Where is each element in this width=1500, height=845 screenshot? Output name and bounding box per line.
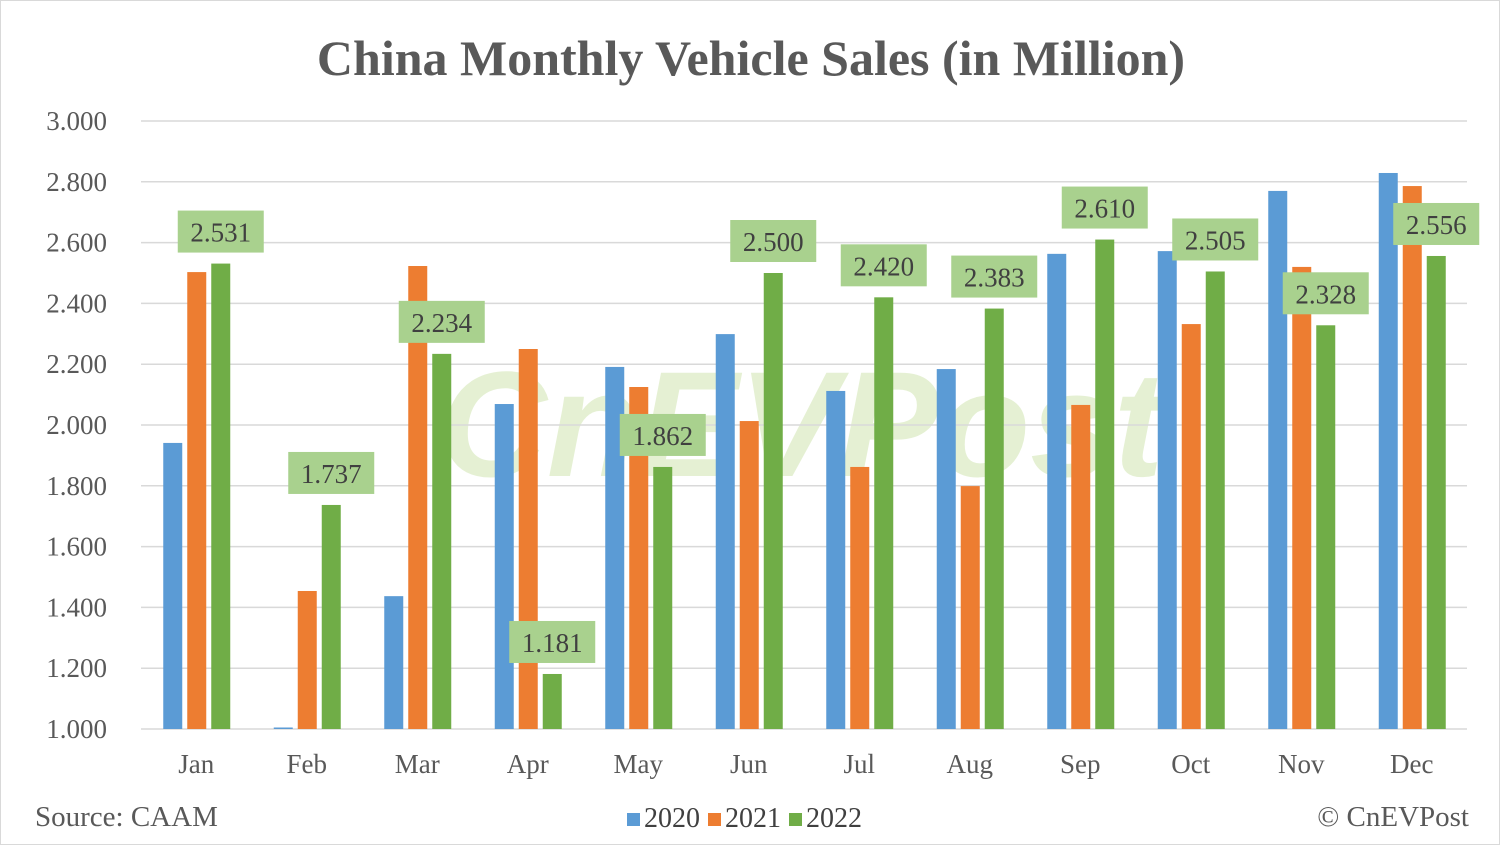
data-label: 2.420 bbox=[853, 251, 914, 281]
data-label-box bbox=[398, 300, 485, 343]
bar-2022-Apr bbox=[542, 673, 562, 729]
data-label-box bbox=[1172, 218, 1259, 261]
bar-2022-May bbox=[653, 466, 673, 729]
x-tick-label: May bbox=[614, 749, 664, 779]
data-label: 2.556 bbox=[1406, 210, 1467, 240]
data-label: 1.737 bbox=[301, 459, 362, 489]
data-label-box bbox=[1393, 202, 1480, 245]
bar-2022-Mar bbox=[432, 353, 452, 729]
legend-item-2021: 2021 bbox=[708, 803, 781, 835]
y-tick-label: 2.200 bbox=[46, 349, 107, 379]
bar-2020-Jul bbox=[826, 390, 846, 729]
data-label: 2.328 bbox=[1295, 279, 1356, 309]
bar-2020-Aug bbox=[936, 369, 956, 729]
bar-2020-Mar bbox=[384, 596, 404, 729]
legend-swatch bbox=[627, 812, 640, 826]
data-label: 1.862 bbox=[632, 421, 693, 451]
bar-2021-Feb bbox=[297, 590, 317, 729]
bar-2020-Dec bbox=[1378, 172, 1398, 729]
x-tick-label: Aug bbox=[947, 749, 994, 779]
bar-2022-Feb bbox=[321, 504, 341, 729]
x-tick-label: Nov bbox=[1278, 749, 1325, 779]
data-label: 1.181 bbox=[522, 628, 583, 658]
data-label-box bbox=[509, 620, 596, 663]
chart-title: China Monthly Vehicle Sales (in Million) bbox=[316, 30, 1186, 86]
bar-2022-Dec bbox=[1426, 255, 1446, 729]
data-label-box bbox=[840, 244, 927, 287]
legend: 2020 2021 2022 bbox=[627, 803, 862, 835]
legend-label: 2022 bbox=[806, 803, 862, 834]
legend-item-2022: 2022 bbox=[789, 803, 862, 835]
legend-swatch bbox=[789, 812, 802, 826]
data-label-box bbox=[730, 220, 817, 262]
bar-2021-Dec bbox=[1402, 186, 1422, 729]
y-tick-label: 2.000 bbox=[46, 410, 107, 440]
bar-2021-May bbox=[629, 387, 649, 729]
y-tick-label: 2.600 bbox=[46, 228, 107, 258]
bar-2020-Feb bbox=[273, 727, 293, 729]
legend-swatch bbox=[708, 812, 721, 826]
bar-2021-Mar bbox=[408, 266, 428, 729]
data-label-box bbox=[951, 255, 1038, 298]
data-label-box bbox=[619, 413, 706, 456]
y-tick-label: 3.000 bbox=[46, 106, 107, 136]
bar-2021-Oct bbox=[1181, 324, 1201, 729]
data-label: 2.234 bbox=[411, 308, 472, 338]
data-label-box bbox=[1061, 186, 1148, 229]
x-tick-label: Feb bbox=[287, 749, 328, 779]
bar-2022-Oct bbox=[1205, 271, 1225, 729]
data-label: 2.500 bbox=[743, 227, 804, 257]
data-label: 2.531 bbox=[190, 218, 251, 248]
x-tick-label: Mar bbox=[395, 749, 440, 779]
bar-2021-Jul bbox=[850, 466, 870, 729]
x-tick-label: Jun bbox=[730, 749, 768, 779]
bar-2022-Jan bbox=[211, 263, 231, 729]
bar-2020-Jun bbox=[715, 334, 735, 729]
data-label-box bbox=[177, 210, 264, 253]
x-tick-label: Apr bbox=[507, 749, 549, 779]
data-label-box bbox=[288, 451, 375, 494]
x-tick-label: Jul bbox=[843, 749, 875, 779]
bar-2022-Nov bbox=[1316, 325, 1336, 729]
data-label: 2.505 bbox=[1185, 225, 1246, 255]
bar-2020-Oct bbox=[1157, 251, 1177, 729]
legend-item-2020: 2020 bbox=[627, 803, 700, 835]
legend-label: 2020 bbox=[644, 803, 700, 834]
bar-2020-Sep bbox=[1047, 253, 1067, 729]
y-tick-label: 1.200 bbox=[46, 653, 107, 683]
source-note: Source: CAAM bbox=[35, 801, 218, 833]
bar-2020-May bbox=[605, 366, 625, 729]
x-tick-label: Dec bbox=[1390, 749, 1433, 779]
y-tick-label: 1.800 bbox=[46, 471, 107, 501]
x-tick-label: Sep bbox=[1060, 749, 1101, 779]
data-label-box bbox=[1282, 272, 1369, 315]
data-label: 2.610 bbox=[1074, 194, 1135, 224]
bar-2022-Aug bbox=[984, 308, 1004, 729]
bar-2021-Nov bbox=[1292, 266, 1312, 729]
y-tick-label: 2.800 bbox=[46, 167, 107, 197]
bar-2022-Jun bbox=[763, 273, 783, 729]
bar-2021-Apr bbox=[518, 349, 538, 729]
legend-label: 2021 bbox=[725, 803, 781, 834]
bar-2021-Jan bbox=[187, 272, 207, 729]
y-tick-label: 1.400 bbox=[46, 592, 107, 622]
bar-2020-Nov bbox=[1268, 190, 1288, 730]
data-label: 2.383 bbox=[964, 263, 1025, 293]
y-tick-label: 1.000 bbox=[46, 714, 107, 744]
bar-2022-Sep bbox=[1095, 239, 1115, 729]
y-tick-label: 2.400 bbox=[46, 288, 107, 318]
bar-2021-Jun bbox=[739, 421, 759, 729]
x-tick-label: Jan bbox=[178, 749, 214, 779]
bar-2020-Jan bbox=[163, 442, 183, 729]
y-tick-label: 1.600 bbox=[46, 532, 107, 562]
bar-2021-Sep bbox=[1071, 404, 1091, 729]
copyright-note: © CnEVPost bbox=[1317, 801, 1469, 833]
bar-2021-Aug bbox=[960, 486, 980, 729]
bar-2020-Apr bbox=[494, 404, 514, 729]
x-tick-label: Oct bbox=[1171, 749, 1210, 779]
bar-2022-Jul bbox=[874, 297, 894, 729]
